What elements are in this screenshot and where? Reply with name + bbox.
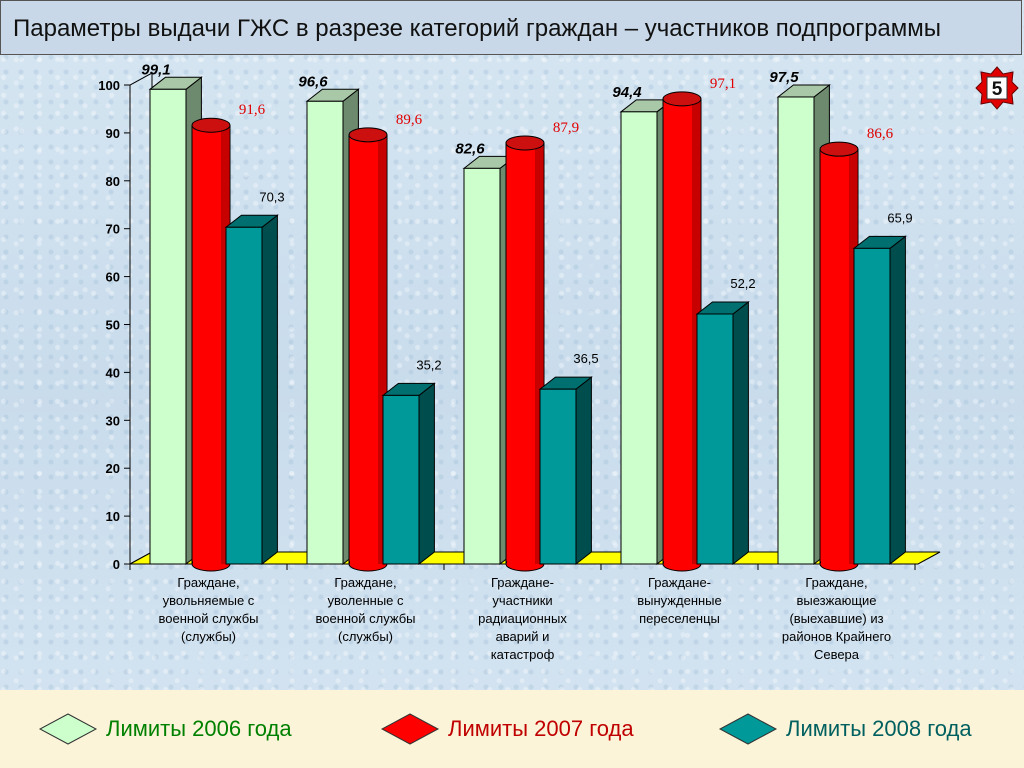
legend-swatch-2008 [718,713,778,745]
bar-front [696,313,734,565]
category-label: (выехавшие) из [789,611,883,626]
title-bar: Параметры выдачи ГЖС в разрезе категорий… [0,0,1022,55]
bar-side [732,300,749,566]
category-label: военной службы [158,611,258,626]
category-label: Граждане, [177,575,239,590]
bar-chart: 0 10 20 30 40 50 60 70 80 90 100 99,1 91,6 70,3 Гражда… [98,61,941,662]
y-tick-label: 20 [106,461,120,476]
category-label: районов Крайнего [782,629,891,644]
legend-label-2006: Лимиты 2006 года [106,716,292,741]
bar-front [225,226,263,565]
bar-side [418,382,435,566]
y-tick-label: 90 [106,126,120,141]
bar-front [149,88,187,565]
y-tick-label: 40 [106,365,120,380]
category-label: увольняемые с [163,593,255,608]
category-label: выезжающие [796,593,876,608]
y-tick-label: 80 [106,174,120,189]
bar-front [777,96,815,565]
bar-top [505,135,545,151]
category-label: (службы) [181,629,236,644]
bar-side [889,235,906,566]
bar-front [306,100,344,565]
category-label: Граждане, [805,575,867,590]
bar-side [261,214,278,566]
legend: Лимиты 2006 года Лимиты 2007 года Лимиты… [0,690,1024,768]
legend-label-2007: Лимиты 2007 года [448,716,634,741]
legend-label-2008: Лимиты 2008 года [786,716,972,741]
bar-2007 [191,117,231,572]
bar-front [382,394,420,565]
left-wall [129,72,153,565]
category-label: Севера [814,647,860,662]
bar-2008 [224,214,279,566]
category-label: радиационных [478,611,567,626]
bar-value-label: 96,6 [298,73,328,90]
category-label: вынужденные [637,593,722,608]
bar-value-label: 70,3 [259,189,284,204]
legend-item-2007: Лимиты 2007 года [380,712,634,746]
bar-shade [535,142,543,565]
legend-swatch-2006 [38,713,98,745]
bar-value-label: 97,1 [710,76,736,92]
bar-2007 [505,135,545,572]
bar-value-label: 86,6 [867,126,894,142]
bar-value-label: 35,2 [416,357,441,372]
bar-2008 [381,382,436,566]
legend-item-2006: Лимиты 2006 года [38,712,292,746]
bar-2007 [348,127,388,572]
category-label: Граждане, [334,575,396,590]
bar-value-label: 65,9 [887,210,912,225]
category-label: аварий и [496,629,550,644]
badge-inner-box [986,76,1008,100]
bar-side [575,376,592,566]
y-tick-label: 30 [106,413,120,428]
y-tick-label: 50 [106,318,120,333]
bar-value-label: 91,6 [239,102,266,118]
bar-value-label: 89,6 [396,112,423,128]
bar-front [463,167,501,565]
bar-value-label: 97,5 [769,69,799,86]
category-label: участники [492,593,552,608]
bar-shade [849,149,857,564]
bar-top [191,117,231,133]
category-label: Граждане- [491,575,554,590]
bar-value-label: 94,4 [612,84,642,101]
bar-value-label: 99,1 [141,61,170,78]
badge-number: 5 [992,79,1003,100]
category-label: Граждане- [648,575,711,590]
bar-value-label: 87,9 [553,120,579,136]
y-tick-label: 10 [106,509,120,524]
category-label: уволенные с [327,593,404,608]
category-label: катастроф [491,647,555,662]
bar-value-label: 36,5 [573,351,598,366]
y-tick-label: 100 [98,78,120,93]
bar-front [539,388,577,565]
y-tick-label: 60 [106,270,120,285]
category-label: переселенцы [639,611,720,626]
bar-2008 [852,235,907,566]
category-label: военной службы [315,611,415,626]
bar-value-label: 52,2 [730,276,755,291]
bar-front [853,247,891,565]
bar-shade [692,98,700,565]
y-tick-label: 0 [113,557,120,572]
legend-swatch-2007 [380,713,440,745]
bar-2008 [695,300,750,566]
legend-item-2008: Лимиты 2008 года [718,712,972,746]
slide-title: Параметры выдачи ГЖС в разрезе категорий… [13,15,942,42]
bar-top [348,127,388,143]
category-label: (службы) [338,629,393,644]
slide-number-badge: 5 [975,66,1019,110]
bar-value-label: 82,6 [455,140,485,157]
bar-top [819,141,859,157]
bar-shade [221,125,229,565]
bar-shade [378,134,386,564]
bar-2007 [819,141,859,572]
bar-top [662,91,702,107]
bar-2007 [662,91,702,572]
bar-front [620,111,658,565]
y-tick-label: 70 [106,222,120,237]
bar-2008 [538,376,593,566]
